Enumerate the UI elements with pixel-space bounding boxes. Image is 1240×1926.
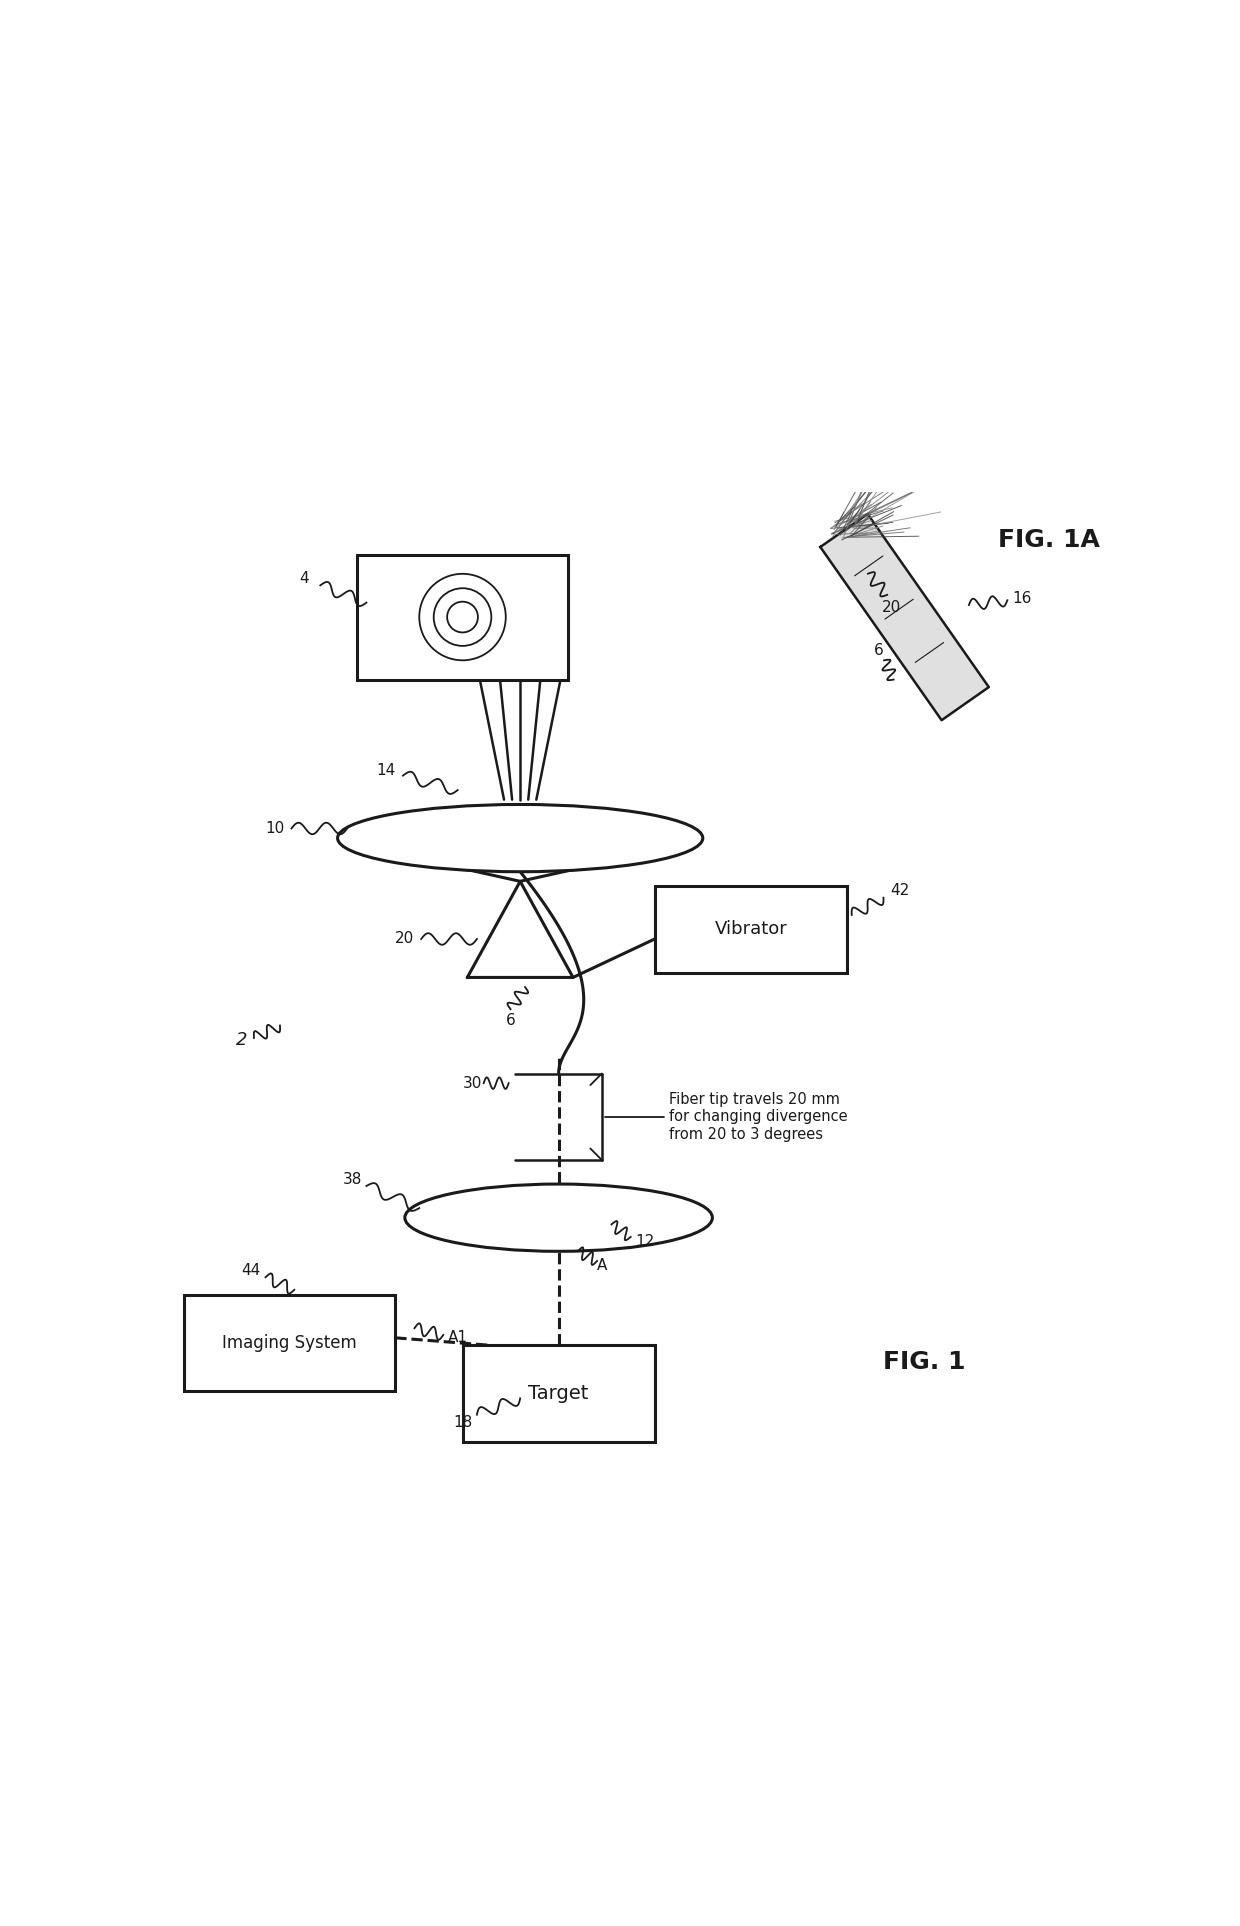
Text: 20: 20 [883, 599, 901, 614]
Text: 16: 16 [1012, 591, 1032, 607]
Text: 18: 18 [453, 1416, 472, 1429]
Text: Target: Target [528, 1385, 589, 1402]
Bar [655, 886, 847, 973]
Text: A1: A1 [448, 1331, 467, 1344]
Text: A: A [596, 1258, 608, 1273]
Text: FIG. 1A: FIG. 1A [998, 528, 1100, 553]
Ellipse shape [404, 1184, 712, 1252]
Bar [463, 1346, 655, 1441]
Text: 44: 44 [242, 1263, 260, 1279]
Text: Fiber tip travels 20 mm
for changing divergence
from 20 to 3 degrees: Fiber tip travels 20 mm for changing div… [670, 1092, 848, 1142]
Text: Vibrator: Vibrator [714, 921, 787, 938]
Text: 4: 4 [299, 572, 309, 586]
Text: 30: 30 [463, 1075, 482, 1090]
Bar [184, 1294, 396, 1391]
Text: 6: 6 [874, 643, 884, 659]
Polygon shape [821, 514, 988, 720]
Text: 20: 20 [396, 932, 414, 946]
Text: Imaging System: Imaging System [222, 1333, 357, 1352]
Text: 14: 14 [376, 763, 396, 778]
Text: 6: 6 [506, 1013, 516, 1028]
Text: 38: 38 [342, 1171, 362, 1186]
Ellipse shape [337, 805, 703, 872]
Text: 42: 42 [890, 884, 909, 898]
Text: 12: 12 [635, 1235, 655, 1250]
Bar [357, 555, 568, 680]
Text: 10: 10 [265, 820, 285, 836]
Text: FIG. 1: FIG. 1 [883, 1350, 965, 1373]
Text: 2: 2 [236, 1030, 247, 1050]
